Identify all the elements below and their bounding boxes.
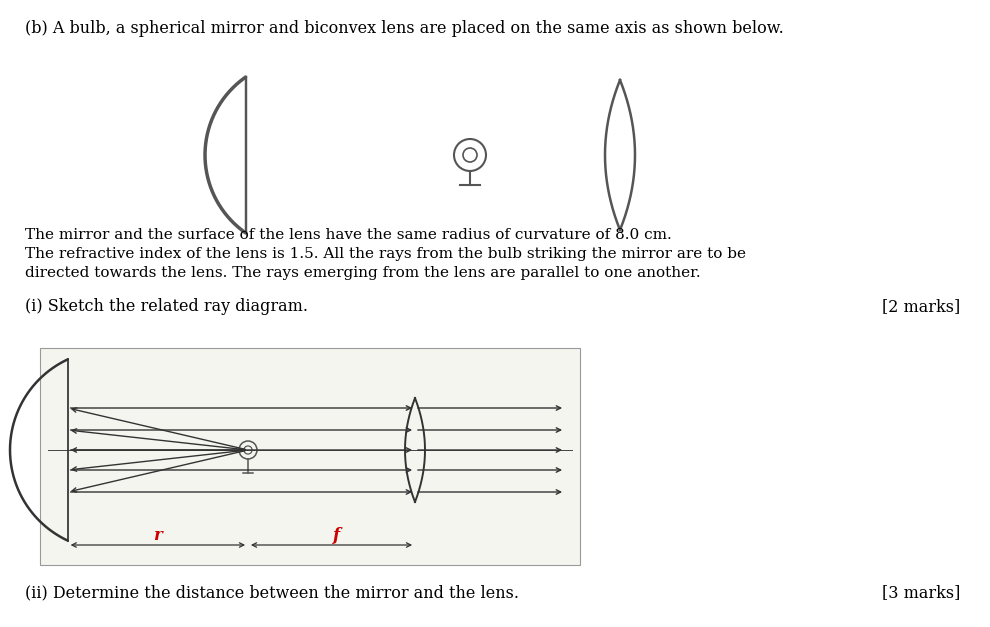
Text: (b) A bulb, a spherical mirror and biconvex lens are placed on the same axis as : (b) A bulb, a spherical mirror and bicon… <box>25 20 784 37</box>
Text: (ii) Determine the distance between the mirror and the lens.: (ii) Determine the distance between the … <box>25 584 519 601</box>
Text: The refractive index of the lens is 1.5. All the rays from the bulb striking the: The refractive index of the lens is 1.5.… <box>25 247 746 261</box>
Text: The mirror and the surface of the lens have the same radius of curvature of 8.0 : The mirror and the surface of the lens h… <box>25 228 672 242</box>
Text: r: r <box>153 527 162 544</box>
Bar <box>40 348 580 565</box>
Text: directed towards the lens. The rays emerging from the lens are parallel to one a: directed towards the lens. The rays emer… <box>25 266 701 280</box>
Text: [3 marks]: [3 marks] <box>882 584 960 601</box>
Text: f: f <box>333 527 340 544</box>
Text: [2 marks]: [2 marks] <box>882 298 960 315</box>
Text: (i) Sketch the related ray diagram.: (i) Sketch the related ray diagram. <box>25 298 308 315</box>
